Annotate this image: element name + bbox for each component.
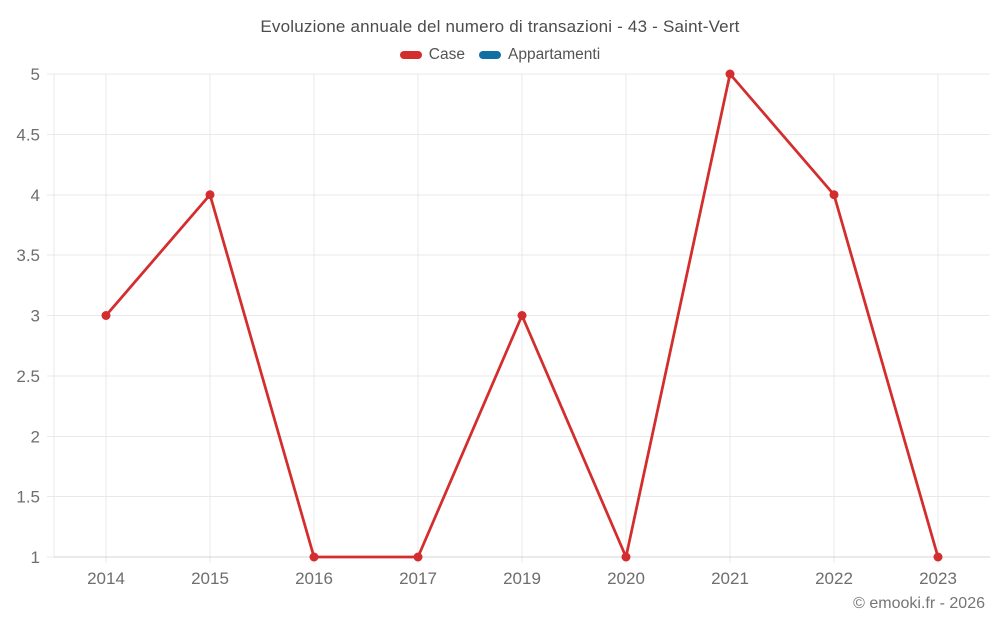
x-tick-label: 2015 bbox=[191, 569, 229, 588]
x-tick-label: 2016 bbox=[295, 569, 333, 588]
data-point-case-2019[interactable] bbox=[517, 311, 527, 320]
y-tick-label: 4.5 bbox=[16, 125, 40, 144]
y-tick-label: 1 bbox=[31, 548, 40, 567]
x-tick-label: 2019 bbox=[503, 569, 541, 588]
x-tick-label: 2020 bbox=[607, 569, 645, 588]
data-point-case-2014[interactable] bbox=[101, 311, 111, 320]
data-point-case-2016[interactable] bbox=[309, 552, 319, 562]
data-point-case-2017[interactable] bbox=[413, 552, 423, 562]
data-point-case-2022[interactable] bbox=[829, 190, 839, 200]
y-tick-label: 3.5 bbox=[16, 246, 40, 265]
legend-label-appartamenti: Appartamenti bbox=[507, 46, 601, 63]
y-tick-label: 4 bbox=[31, 186, 40, 205]
series-case bbox=[101, 69, 943, 562]
data-point-case-2015[interactable] bbox=[205, 190, 215, 200]
chart-legend: Case Appartamenti bbox=[0, 46, 1000, 64]
y-tick-label: 2 bbox=[31, 427, 40, 446]
x-axis-labels: 2014 2015 2016 2017 2019 2020 2021 2022 2023 bbox=[87, 569, 957, 588]
y-tick-label: 1.5 bbox=[16, 488, 40, 507]
y-tick-label: 3 bbox=[31, 307, 40, 326]
y-tick-label: 5 bbox=[31, 65, 40, 84]
watermark-credit: © emooki.fr - 2026 bbox=[853, 595, 985, 612]
x-tick-label: 2017 bbox=[399, 569, 437, 588]
data-point-case-2020[interactable] bbox=[621, 552, 631, 562]
legend-label-case: Case bbox=[428, 46, 465, 63]
case-legend-swatch-icon bbox=[399, 51, 422, 59]
appartamenti-legend-swatch-icon bbox=[478, 51, 501, 59]
legend-item-case[interactable]: Case bbox=[399, 46, 465, 64]
x-tick-label: 2014 bbox=[87, 569, 125, 588]
chart-title: Evoluzione annuale del numero di transaz… bbox=[260, 17, 740, 36]
x-tick-label: 2022 bbox=[815, 569, 853, 588]
x-gridlines bbox=[105, 74, 939, 563]
y-tick-label: 2.5 bbox=[16, 367, 40, 386]
data-point-case-2023[interactable] bbox=[933, 552, 943, 562]
data-point-case-2021[interactable] bbox=[725, 69, 735, 79]
x-tick-label: 2021 bbox=[711, 569, 749, 588]
x-tick-label: 2023 bbox=[919, 569, 957, 588]
y-axis-labels: 1 1.5 2 2.5 3 3.5 4 4.5 5 bbox=[16, 65, 40, 567]
legend-item-appartamenti[interactable]: Appartamenti bbox=[478, 46, 601, 64]
